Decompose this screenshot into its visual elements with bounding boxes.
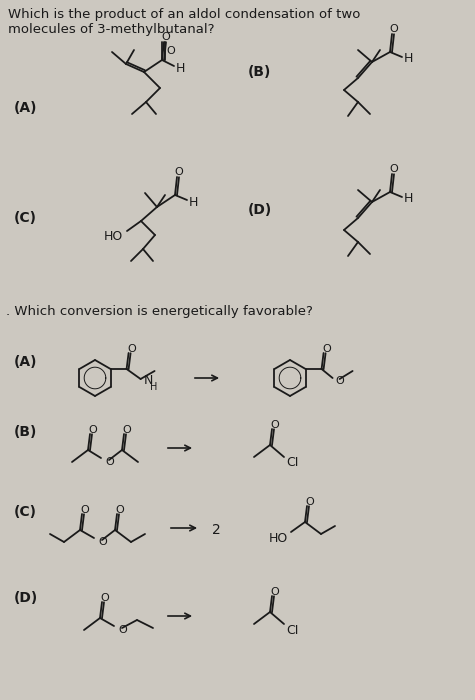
Text: O: O xyxy=(271,587,279,597)
Text: O: O xyxy=(390,24,399,34)
Text: O: O xyxy=(98,537,107,547)
Text: (B): (B) xyxy=(248,65,271,79)
Text: O: O xyxy=(105,457,114,467)
Text: HO: HO xyxy=(104,230,123,244)
Text: H: H xyxy=(403,52,413,66)
Text: (A): (A) xyxy=(14,355,38,369)
Text: H: H xyxy=(188,195,198,209)
Text: CI: CI xyxy=(286,624,298,636)
Text: O: O xyxy=(123,425,132,435)
Text: O: O xyxy=(127,344,136,354)
Text: (D): (D) xyxy=(248,203,272,217)
Text: (C): (C) xyxy=(14,505,37,519)
Text: O: O xyxy=(175,167,183,177)
Text: O: O xyxy=(115,505,124,515)
Text: (B): (B) xyxy=(14,425,38,439)
Text: Which is the product of an aldol condensation of two
molecules of 3-methylbutana: Which is the product of an aldol condens… xyxy=(8,8,361,36)
Text: (D): (D) xyxy=(14,591,38,605)
Text: O: O xyxy=(89,425,97,435)
Text: O: O xyxy=(167,46,175,56)
Text: (A): (A) xyxy=(14,101,38,115)
Text: O: O xyxy=(336,376,344,386)
Text: O: O xyxy=(118,625,127,635)
Text: H: H xyxy=(175,62,185,74)
Text: (C): (C) xyxy=(14,211,37,225)
Text: N: N xyxy=(143,374,153,386)
Text: O: O xyxy=(162,32,171,42)
Text: O: O xyxy=(271,420,279,430)
Text: HO: HO xyxy=(268,531,288,545)
Text: . Which conversion is energetically favorable?: . Which conversion is energetically favo… xyxy=(6,305,313,318)
Text: H: H xyxy=(403,193,413,206)
Text: CI: CI xyxy=(286,456,298,470)
Text: 2: 2 xyxy=(212,523,221,537)
Text: O: O xyxy=(101,593,109,603)
Text: O: O xyxy=(81,505,89,515)
Text: O: O xyxy=(322,344,331,354)
Text: O: O xyxy=(305,497,314,507)
Text: O: O xyxy=(390,164,399,174)
Text: H: H xyxy=(150,382,157,392)
